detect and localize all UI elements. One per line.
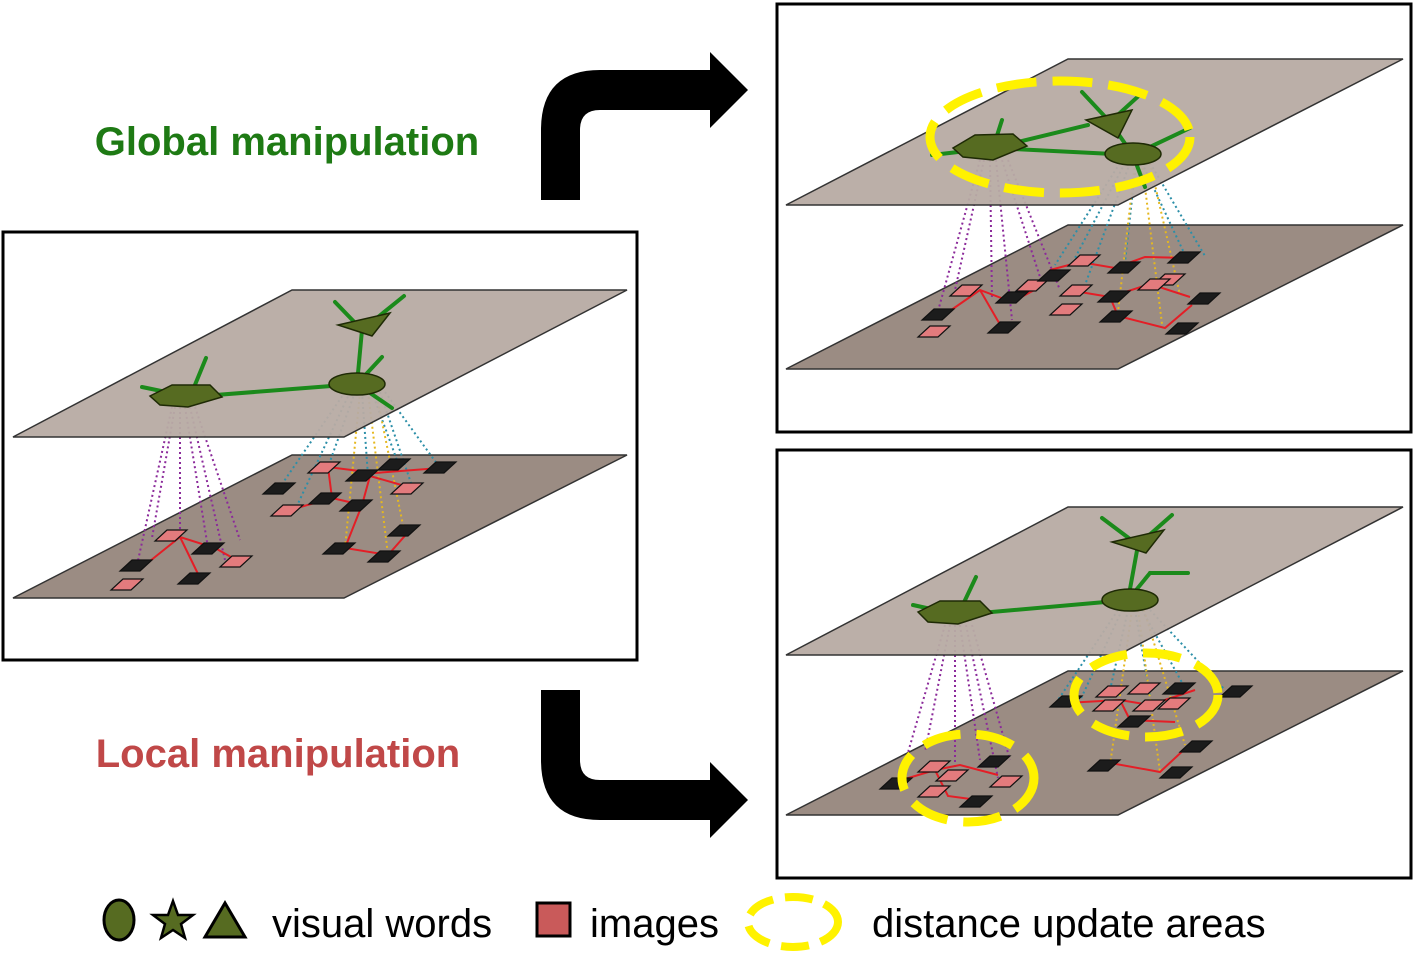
legend-distance-areas-label: distance update areas [872,902,1266,946]
ellipse-node [1104,142,1162,166]
arrow-to-global [541,52,748,200]
panel-original [1,230,639,662]
lower-plane [12,454,628,599]
ellipse-node [328,372,386,396]
visual-word-nodes [148,311,392,408]
image-cards [916,251,1222,338]
distance-update-area [897,729,1039,827]
pentagon-node [951,133,1029,161]
triangle-node [1109,528,1166,554]
triangle-node [335,311,392,337]
arrow-to-local [541,690,748,838]
legend: visual words images distance update area… [102,893,1266,951]
star-icon [149,897,197,941]
panel-global [775,2,1413,434]
triangle-icon [202,900,248,939]
visual-word-nodes [951,108,1162,166]
panel-local [775,448,1413,880]
distance-update-area [1069,648,1223,742]
image-cards [109,458,458,591]
pentagon-node [916,600,994,625]
triangle-node [1083,108,1134,140]
local-manipulation-label: Local manipulation [96,732,460,776]
visual-word-nodes [916,528,1166,625]
dashed-ellipse-icon [744,893,842,951]
pentagon-node [148,384,224,408]
legend-visual-words-label: visual words [272,902,492,946]
upper-plane [785,58,1404,206]
ellipse-node [1101,588,1159,612]
distance-update-area [925,76,1195,198]
circle-icon [102,898,136,942]
square-icon [535,901,572,938]
global-manipulation-label: Global manipulation [95,120,479,164]
legend-images-label: images [590,902,719,946]
